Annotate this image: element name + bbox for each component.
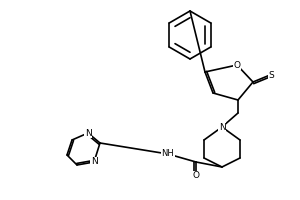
Text: S: S <box>268 71 274 79</box>
Text: N: N <box>219 122 225 132</box>
Text: O: O <box>233 60 241 70</box>
Text: O: O <box>193 171 200 180</box>
Text: N: N <box>85 129 92 138</box>
Text: NH: NH <box>162 150 174 158</box>
Text: N: N <box>91 158 98 166</box>
